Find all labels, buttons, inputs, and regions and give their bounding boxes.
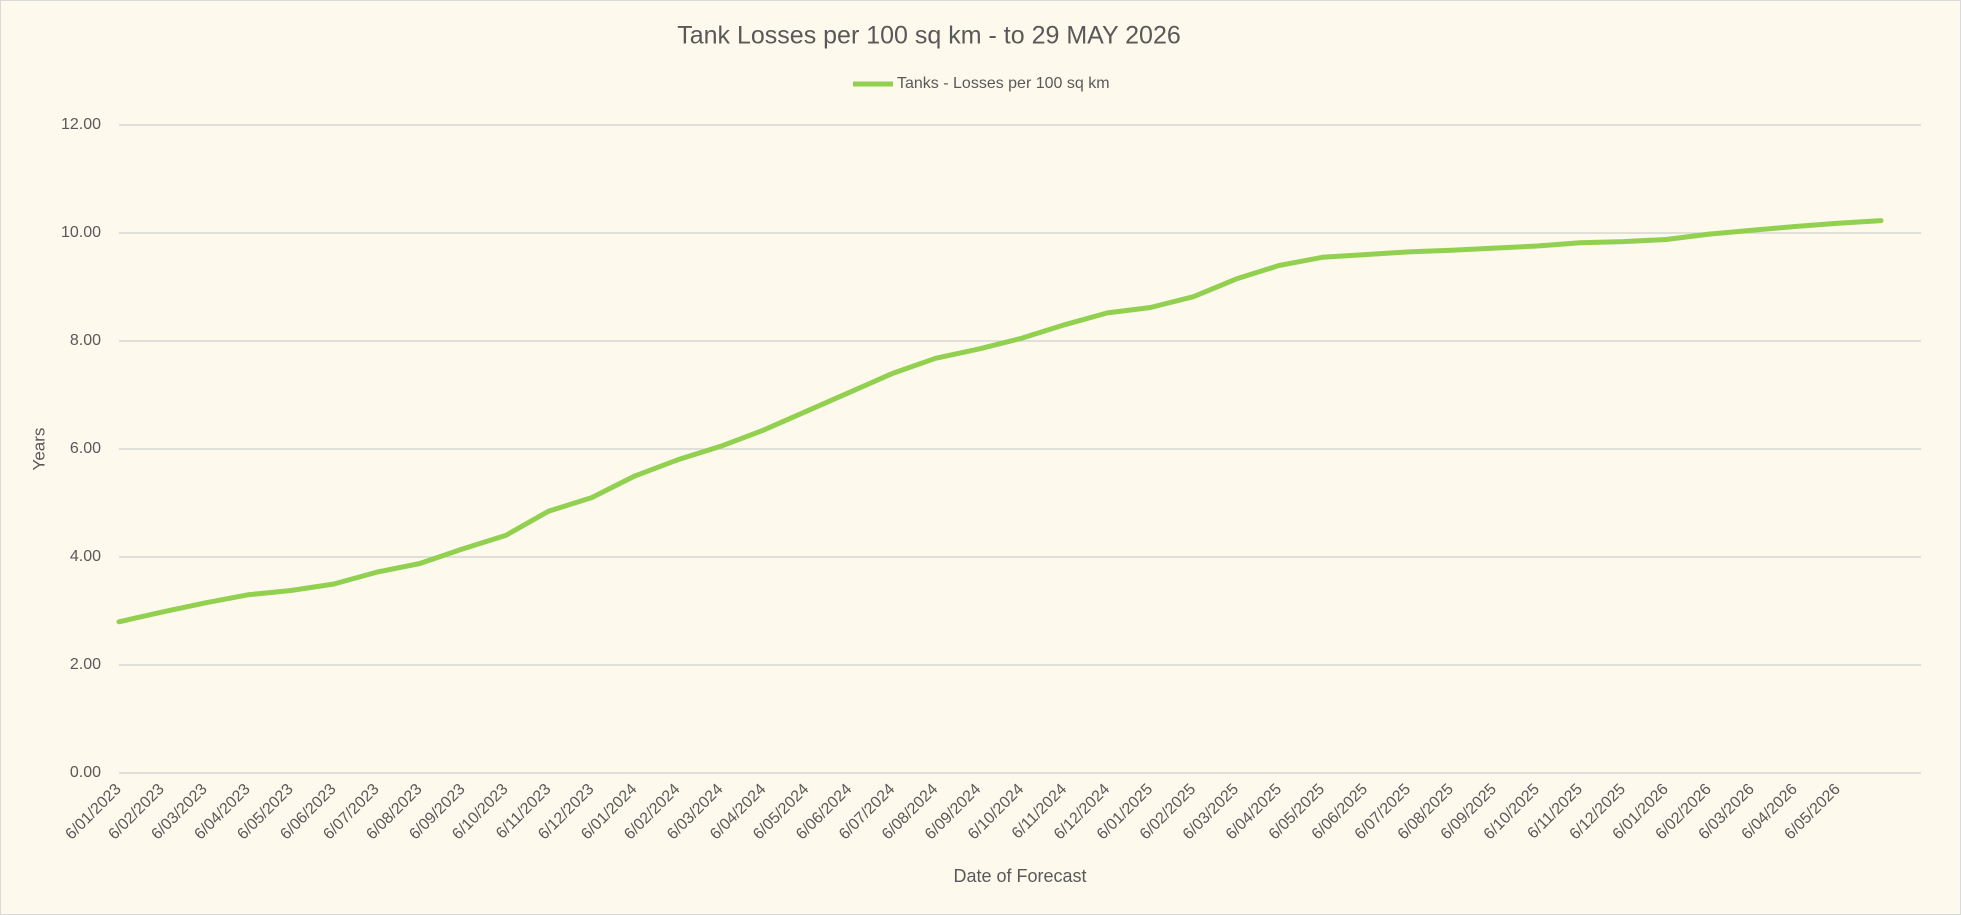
- chart-title: Tank Losses per 100 sq km - to 29 MAY 20…: [677, 22, 1181, 50]
- y-tick-label: 8.00: [70, 332, 101, 349]
- y-tick-label: 6.00: [70, 440, 101, 457]
- legend-label: Tanks - Losses per 100 sq km: [897, 75, 1110, 92]
- y-tick-label: 12.00: [61, 116, 101, 133]
- y-tick-label: 2.00: [70, 656, 101, 673]
- y-axis-title: Years: [29, 428, 48, 471]
- series-line: [116, 218, 1884, 625]
- y-tick-label: 10.00: [61, 224, 101, 241]
- y-tick-label: 0.00: [70, 764, 101, 781]
- x-axis-title: Date of Forecast: [953, 866, 1086, 886]
- y-tick-label: 4.00: [70, 548, 101, 565]
